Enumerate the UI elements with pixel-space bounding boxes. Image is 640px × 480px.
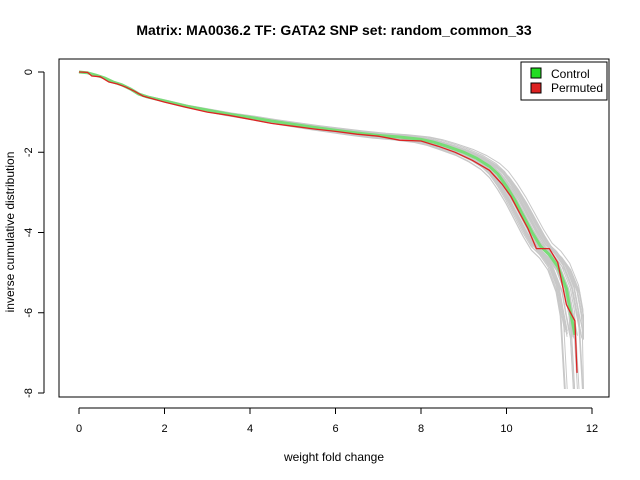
- x-tick-label: 8: [418, 423, 424, 435]
- x-tick-label: 6: [332, 423, 338, 435]
- y-tick-label: -4: [23, 228, 35, 238]
- x-tick-label: 12: [586, 423, 598, 435]
- x-tick-label: 4: [247, 423, 253, 435]
- legend-swatch-permuted: [530, 82, 542, 94]
- y-tick-label: 0: [23, 69, 35, 75]
- y-tick-label: -8: [23, 388, 35, 398]
- x-tick-label: 0: [76, 423, 82, 435]
- series-line-permuted: [78, 71, 578, 373]
- legend-swatch-control: [530, 67, 542, 79]
- chart-title: Matrix: MA0036.2 TF: GATA2 SNP set: rand…: [136, 22, 531, 38]
- legend: Control Permuted: [520, 61, 608, 101]
- y-tick-label: -6: [23, 308, 35, 318]
- y-tick-label: -2: [23, 147, 35, 157]
- y-axis: 0 -2 -4 -6 -8: [23, 69, 45, 398]
- x-axis: 0 2 4 6 8 10 12: [76, 407, 598, 435]
- legend-label-permuted: Permuted: [551, 81, 603, 95]
- x-tick-label: 2: [161, 423, 167, 435]
- x-axis-label: weight fold change: [283, 450, 384, 464]
- plot-frame: [58, 58, 610, 398]
- y-axis-label: inverse cumulative distribution: [3, 152, 17, 313]
- legend-label-control: Control: [551, 67, 590, 81]
- x-tick-label: 10: [500, 423, 512, 435]
- series-layer: [78, 70, 578, 373]
